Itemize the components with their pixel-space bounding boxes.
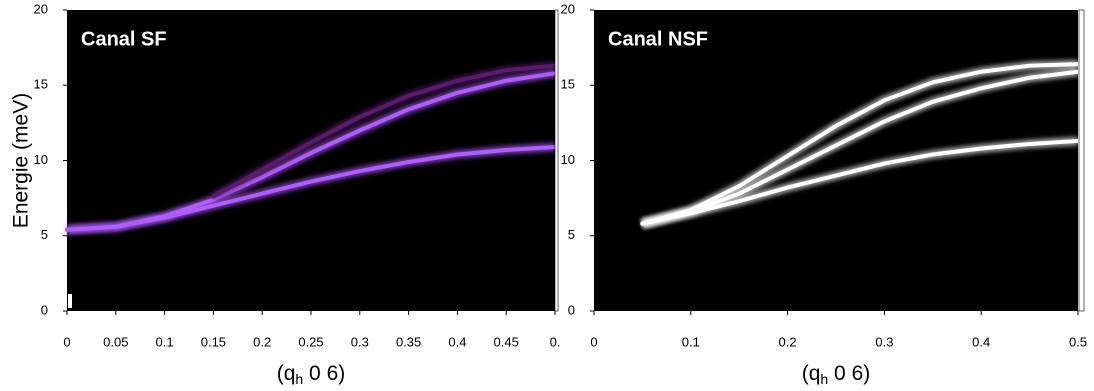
x-tick-label: 0.4 (972, 334, 990, 349)
x-tick-label: 0.5 (1069, 334, 1087, 349)
y-tick-label: 0 (41, 302, 48, 317)
x-tick-label: 0.1 (682, 334, 700, 349)
x-tick-label: 0.25 (298, 334, 323, 349)
series-line (640, 62, 1080, 226)
x-axis-label-part: h (295, 371, 303, 387)
x-tick-label: 0.4 (448, 334, 466, 349)
x-tick-label: 0.2 (253, 334, 271, 349)
x-tick-label: 0 (590, 334, 597, 349)
y-tick-label: 10 (34, 152, 48, 167)
x-tick-label: 0. (550, 334, 561, 349)
y-tick-label: 20 (34, 1, 48, 16)
series-line (65, 71, 557, 232)
x-tick-label: 0.3 (351, 334, 369, 349)
x-axis-label-part: (q (802, 362, 821, 385)
colorbar-edge (1078, 9, 1085, 312)
x-tick-label: 0.05 (103, 334, 128, 349)
y-tick-label: 15 (561, 77, 575, 92)
plot-area (67, 10, 555, 311)
x-axis-label-part: h (820, 371, 828, 387)
panel-title: Canal SF (81, 28, 167, 50)
x-axis-label: (qh 0 6) (277, 362, 346, 387)
x-tick-label: 0.35 (396, 334, 421, 349)
panel-title: Canal NSF (608, 28, 708, 50)
colorbar-edge (554, 9, 559, 312)
x-tick-label: 0.15 (201, 334, 226, 349)
series-line (211, 63, 557, 199)
x-tick-label: 0.2 (779, 334, 797, 349)
x-tick-label: 0.45 (494, 334, 519, 349)
y-axis-label: Energie (meV) (10, 93, 33, 228)
x-axis-label-part: (q (277, 362, 296, 385)
x-tick-label: 0 (63, 334, 70, 349)
y-tick-label: 15 (34, 77, 48, 92)
x-tick-label: 0.1 (156, 334, 174, 349)
y-tick-label: 20 (561, 1, 575, 16)
x-axis-label-part: 0 6) (303, 362, 345, 385)
marker (68, 294, 72, 308)
y-tick-label: 5 (568, 227, 575, 242)
x-axis-label: (qh 0 6) (802, 362, 871, 387)
x-axis-label-part: 0 6) (828, 362, 870, 385)
plot-area (594, 10, 1078, 311)
y-tick-label: 0 (568, 302, 575, 317)
y-tick-label: 10 (561, 152, 575, 167)
x-tick-label: 0.3 (875, 334, 893, 349)
y-tick-label: 5 (41, 227, 48, 242)
